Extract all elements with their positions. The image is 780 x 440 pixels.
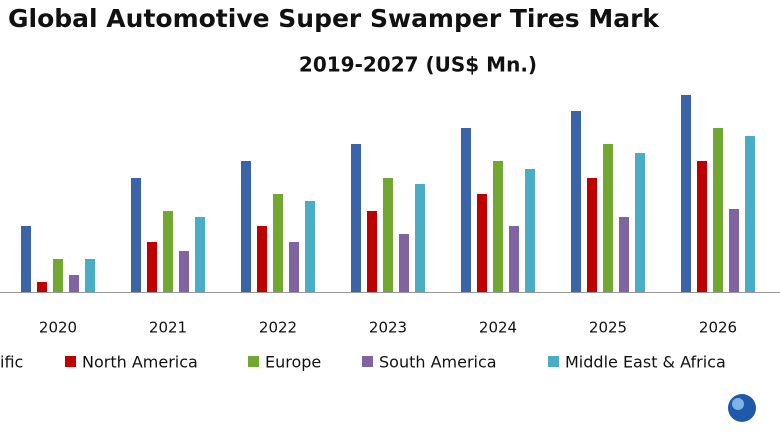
- bar: [85, 259, 95, 292]
- bar: [37, 282, 47, 292]
- legend-swatch: [548, 356, 559, 367]
- bar: [415, 184, 425, 292]
- x-tick-label: 2026: [699, 319, 737, 337]
- legend-label: Middle East & Africa: [565, 353, 726, 372]
- bar: [745, 136, 755, 292]
- legend-label: South America: [379, 353, 497, 372]
- bar: [571, 111, 581, 292]
- bar: [163, 211, 173, 292]
- bar: [147, 242, 157, 292]
- bar: [493, 161, 503, 292]
- bar: [713, 128, 723, 292]
- bar: [587, 178, 597, 292]
- bar: [289, 242, 299, 292]
- bar: [477, 194, 487, 292]
- bar: [383, 178, 393, 292]
- legend-swatch: [65, 356, 76, 367]
- bar: [53, 259, 63, 292]
- bar: [179, 251, 189, 292]
- bar: [729, 209, 739, 292]
- x-tick-label: 2025: [589, 319, 627, 337]
- bar: [257, 226, 267, 292]
- bar: [241, 161, 251, 292]
- legend-swatch: [248, 356, 259, 367]
- bar: [273, 194, 283, 292]
- bar: [697, 161, 707, 292]
- bar: [509, 226, 519, 292]
- bar: [305, 201, 315, 292]
- chart-subtitle: 2019-2027 (US$ Mn.): [299, 53, 537, 77]
- x-tick-label: 2024: [479, 319, 517, 337]
- bar: [619, 217, 629, 292]
- legend-label: North America: [82, 353, 198, 372]
- bar: [351, 144, 361, 292]
- bar: [131, 178, 141, 292]
- x-tick-label: 2022: [259, 319, 297, 337]
- logo: [728, 394, 756, 422]
- bar: [367, 211, 377, 292]
- bar: [525, 169, 535, 292]
- legend-label: Europe: [265, 353, 321, 372]
- chart-title: Global Automotive Super Swamper Tires Ma…: [8, 4, 660, 33]
- legend-swatch: [362, 356, 373, 367]
- bar: [635, 153, 645, 292]
- bar: [21, 226, 31, 292]
- x-tick-label: 2023: [369, 319, 407, 337]
- bar: [195, 217, 205, 292]
- bar: [681, 95, 691, 292]
- bar: [461, 128, 471, 292]
- bar: [69, 275, 79, 292]
- legend-label: ific: [0, 353, 23, 372]
- bar: [603, 144, 613, 292]
- bar: [399, 234, 409, 292]
- x-tick-label: 2020: [39, 319, 77, 337]
- x-tick-label: 2021: [149, 319, 187, 337]
